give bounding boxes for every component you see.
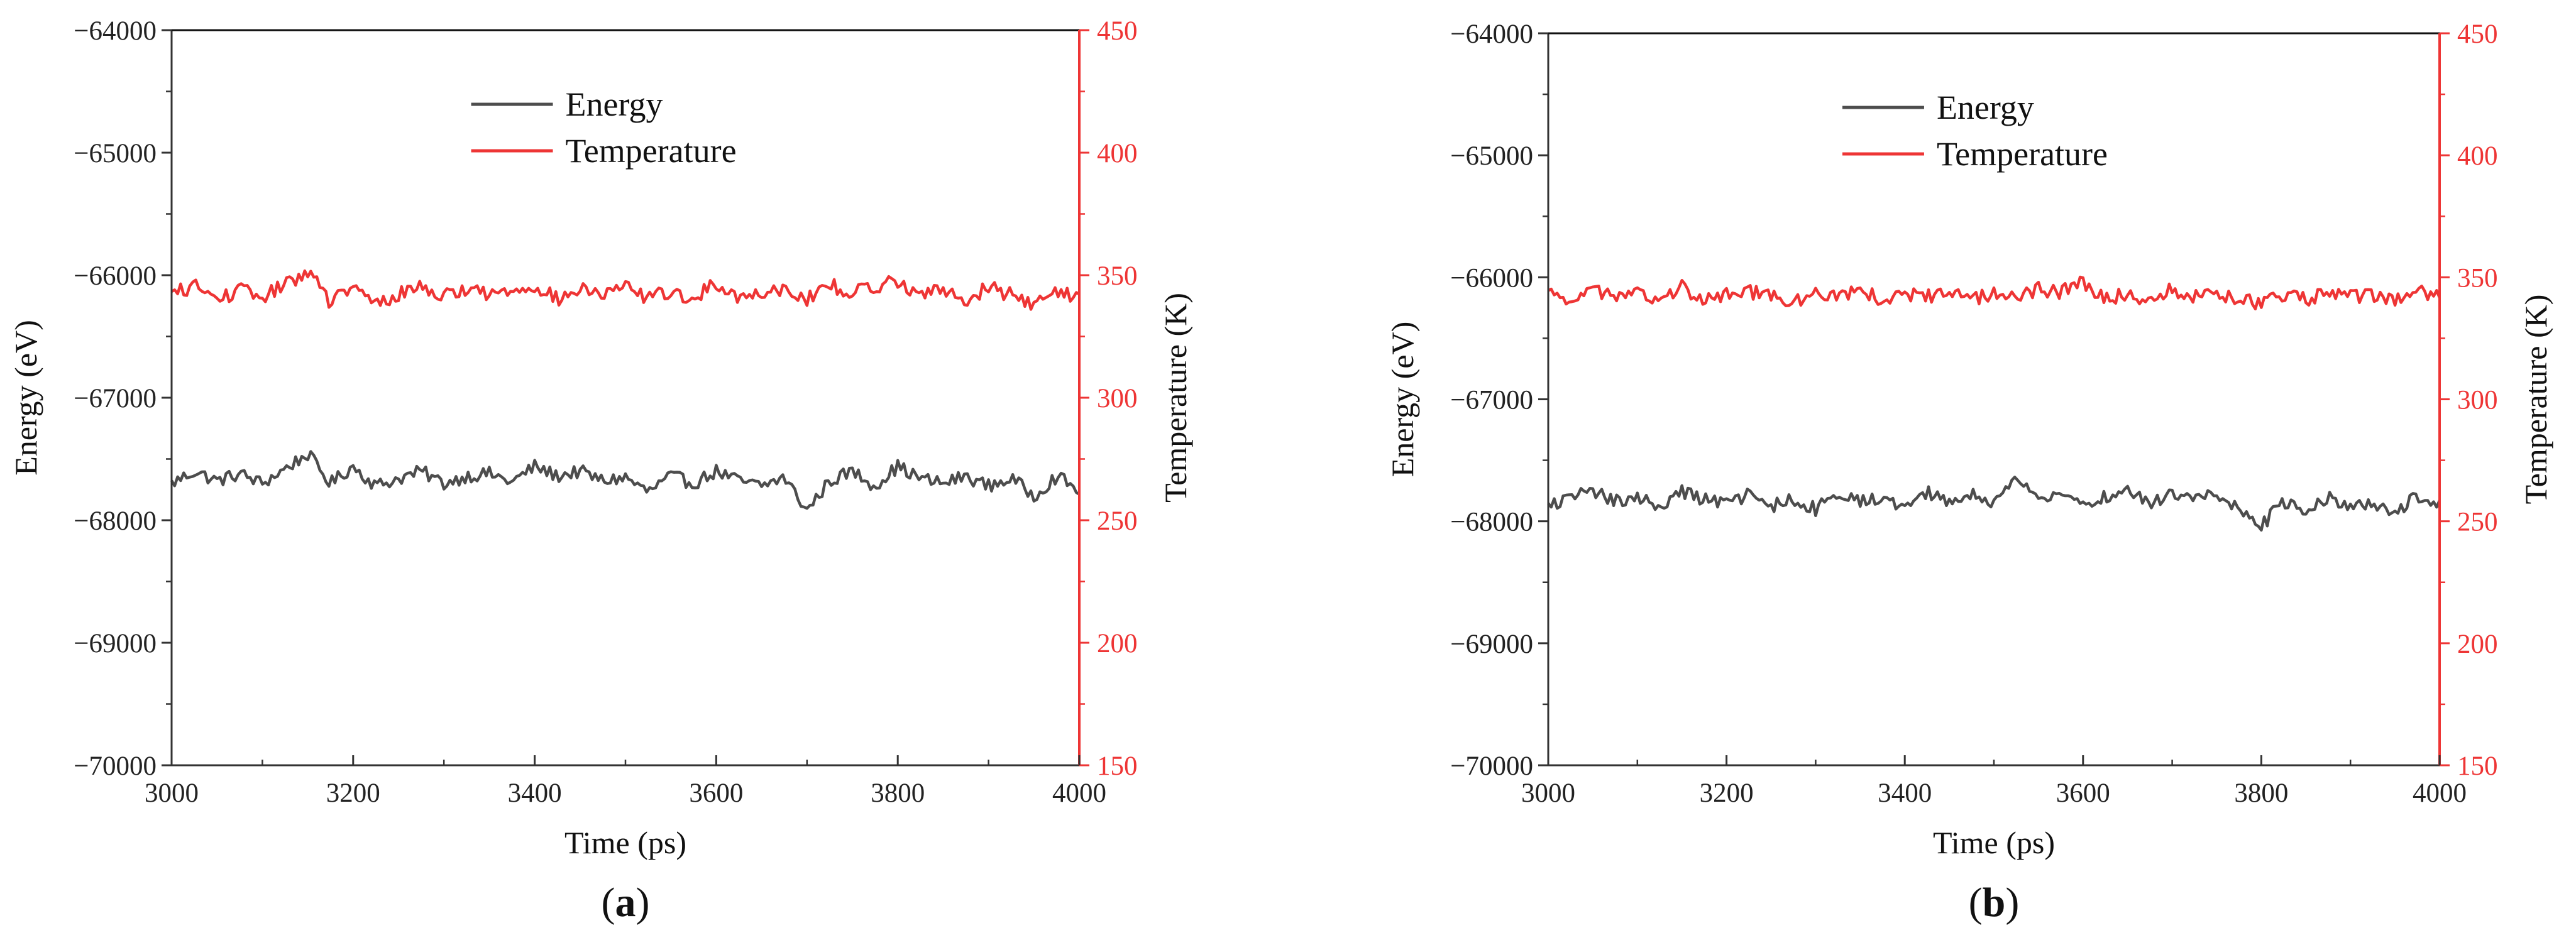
y-left-tick-label-b: −69000: [1450, 630, 1533, 659]
legend-a: Energy Temperature: [471, 85, 737, 170]
y-right-tick-label-a: 150: [1097, 751, 1138, 781]
panel-a: −70000 −69000 −68000 −67000 −66000 −65000 −640…: [8, 16, 1193, 925]
y-right-tick-label-b: 250: [2457, 508, 2498, 537]
x-tick-label-a: 3200: [326, 778, 380, 808]
legend-label-temperature-b: Temperature: [1937, 135, 2108, 173]
y-left-tick-label-a: −66000: [74, 261, 157, 291]
y-left-tick-label-b: −67000: [1450, 386, 1533, 415]
panel-label-b: (b): [1969, 880, 2020, 925]
y-right-tick-label-a: 450: [1097, 16, 1138, 46]
ticks-a: −70000 −69000 −68000 −67000 −66000 −65000 −640…: [74, 16, 1137, 808]
y-left-tick-label-b: −64000: [1450, 19, 1533, 49]
y-left-tick-label-a: −67000: [74, 384, 157, 413]
series-lines-a: [170, 269, 1081, 510]
x-tick-label-a: 3600: [689, 778, 743, 808]
y-right-tick-label-b: 450: [2457, 19, 2498, 49]
series-line-energy-a: [170, 450, 1081, 510]
panel-b: −70000 −69000 −68000 −67000 −66000 −65000 −640…: [1385, 19, 2553, 925]
y-right-tick-label-b: 200: [2457, 630, 2498, 659]
x-tick-label-b: 3800: [2234, 778, 2288, 808]
y-right-tick-label-b: 350: [2457, 263, 2498, 293]
y-axis-label-right-b: Temperature (K): [2518, 295, 2553, 505]
y-left-tick-label-a: −68000: [74, 506, 157, 536]
ticks-b: −70000 −69000 −68000 −67000 −66000 −65000 −640…: [1450, 19, 2497, 808]
y-right-tick-label-b: 150: [2457, 751, 2498, 781]
y-left-tick-label-a: −70000: [74, 751, 157, 781]
x-tick-label-a: 3800: [871, 778, 925, 808]
y-axis-label-right-a: Temperature (K): [1158, 293, 1193, 503]
series-line-temperature-b: [1547, 275, 2441, 310]
y-left-tick-label-a: −64000: [74, 16, 157, 46]
y-right-tick-label-a: 400: [1097, 139, 1138, 168]
y-right-tick-label-a: 350: [1097, 261, 1138, 291]
y-left-tick-label-a: −69000: [74, 629, 157, 658]
x-tick-label-b: 3000: [1521, 778, 1575, 808]
y-right-tick-label-a: 300: [1097, 384, 1138, 413]
y-left-tick-label-a: −65000: [74, 139, 157, 168]
series-lines-b: [1547, 275, 2441, 532]
legend-label-temperature-a: Temperature: [566, 132, 737, 170]
y-left-tick-label-b: −70000: [1450, 751, 1533, 781]
x-axis-label-b: Time (ps): [1933, 825, 2055, 860]
y-right-tick-label-a: 250: [1097, 506, 1138, 536]
y-right-tick-label-a: 200: [1097, 629, 1138, 658]
y-axis-label-left-b: Energy (eV): [1385, 322, 1420, 478]
x-tick-label-a: 3000: [145, 778, 199, 808]
x-tick-label-b: 4000: [2413, 778, 2467, 808]
series-line-temperature-a: [170, 269, 1081, 311]
y-left-tick-label-b: −66000: [1450, 263, 1533, 293]
x-tick-label-b: 3200: [1700, 778, 1754, 808]
x-tick-label-a: 3400: [508, 778, 562, 808]
y-axis-label-left-a: Energy (eV): [8, 320, 43, 476]
panel-label-a: (a): [602, 880, 650, 925]
series-line-energy-b: [1547, 476, 2441, 532]
x-axis-label-a: Time (ps): [564, 825, 686, 860]
legend-b: Energy Temperature: [1842, 89, 2108, 173]
legend-label-energy-b: Energy: [1937, 89, 2034, 126]
y-right-tick-label-b: 300: [2457, 386, 2498, 415]
y-left-tick-label-b: −68000: [1450, 508, 1533, 537]
y-right-tick-label-b: 400: [2457, 141, 2498, 171]
legend-label-energy-a: Energy: [566, 85, 663, 123]
y-left-tick-label-b: −65000: [1450, 141, 1533, 171]
x-tick-label-a: 4000: [1052, 778, 1106, 808]
x-tick-label-b: 3600: [2056, 778, 2110, 808]
x-tick-label-b: 3400: [1878, 778, 1932, 808]
